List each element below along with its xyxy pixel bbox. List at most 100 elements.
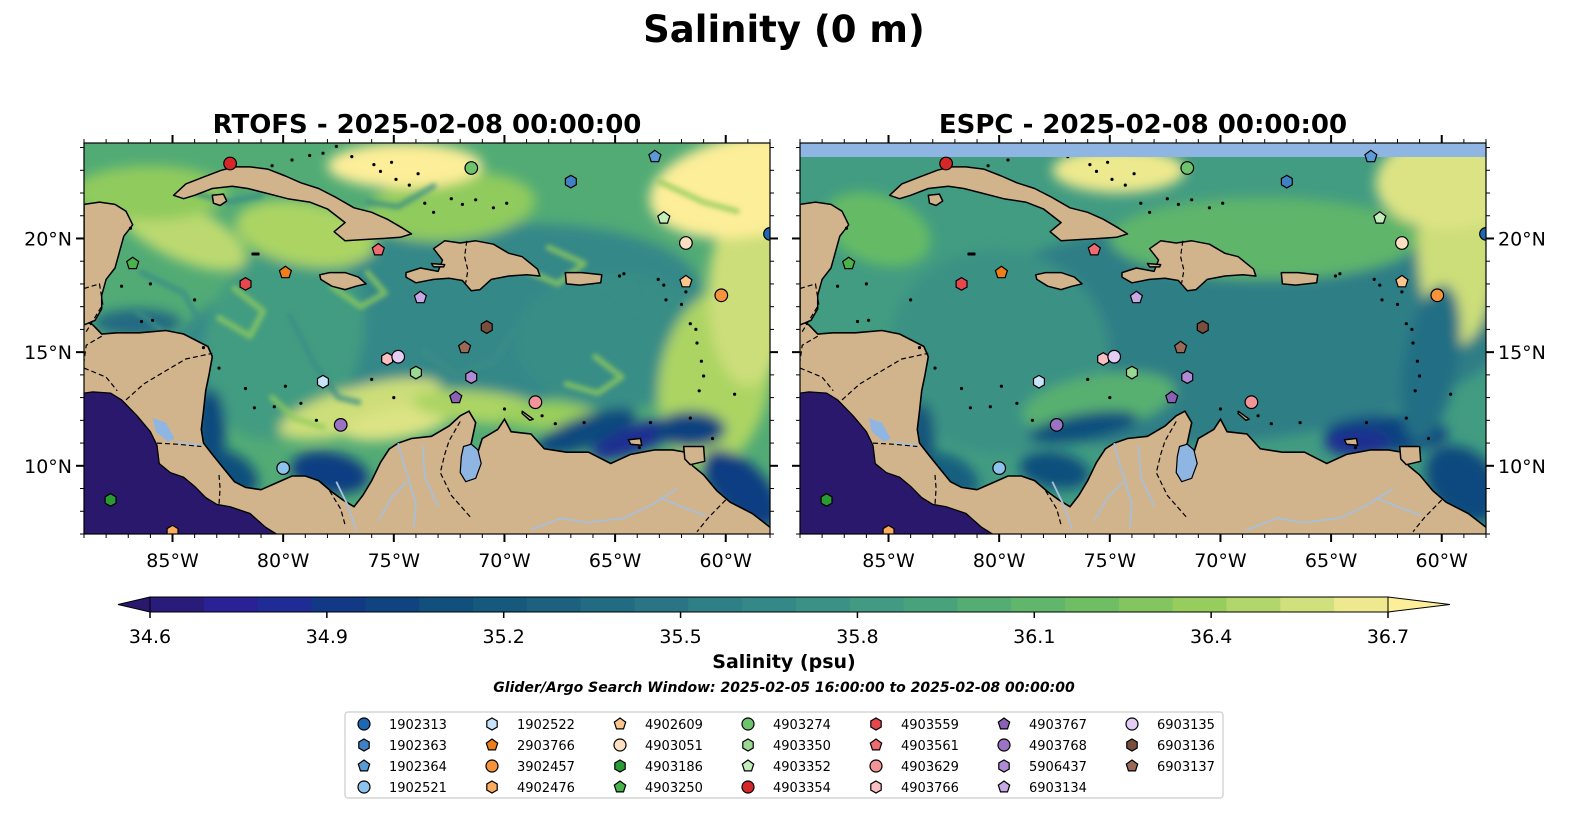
float-4902476-rtofs — [166, 524, 179, 534]
float-4903186-espc — [820, 492, 833, 507]
legend-marker-2903766 — [485, 738, 499, 751]
legend-marker-6903136 — [1126, 738, 1138, 752]
float-4903350-espc — [1125, 365, 1139, 380]
float-1902313-rtofs — [763, 227, 770, 241]
legend-label-4902609: 4902609 — [645, 718, 703, 733]
lon-tick-label: 75°W — [368, 550, 421, 572]
colorbar-tick-label: 34.9 — [306, 626, 348, 648]
colorbar-segment — [311, 597, 366, 612]
legend-marker-1902522 — [486, 717, 498, 731]
lon-tick-label: 80°W — [973, 550, 1026, 572]
float-3902457-espc — [1430, 288, 1445, 303]
colorbar-extend-min — [117, 596, 151, 613]
colorbar-segment — [1118, 597, 1174, 612]
legend-label-4903559: 4903559 — [901, 718, 959, 733]
float-1902363-rtofs — [564, 174, 577, 189]
legend-label-4903186: 4903186 — [645, 760, 703, 775]
legend-label-6903135: 6903135 — [1157, 718, 1215, 733]
legend-label-4903767: 4903767 — [1029, 718, 1087, 733]
colorbar-segment — [365, 597, 420, 612]
colorbar-segment — [1334, 597, 1389, 612]
float-4903768-espc — [1049, 418, 1064, 432]
legend-marker-1902313 — [357, 717, 371, 731]
legend-label-6903137: 6903137 — [1157, 760, 1215, 775]
colorbar-segment — [1172, 597, 1228, 612]
legend-marker-4903768 — [997, 738, 1011, 752]
float-2903766-rtofs — [278, 265, 293, 279]
lon-tick-label: 65°W — [589, 550, 642, 572]
legend-marker-4903561 — [869, 738, 883, 751]
float-6903137-espc — [1173, 340, 1188, 354]
legend-marker-1902521 — [357, 780, 371, 794]
lon-tick-label: 70°W — [1194, 550, 1247, 572]
legend-marker-4903186 — [614, 759, 626, 773]
float-4903352-espc — [1373, 210, 1387, 224]
legend-marker-6903134 — [997, 780, 1011, 793]
legend-label-1902521: 1902521 — [389, 781, 447, 796]
lon-tick-label: 60°W — [1416, 550, 1469, 572]
colorbar-segment — [419, 597, 474, 612]
float-4903051-rtofs — [679, 236, 693, 250]
colorbar-segment — [150, 597, 205, 612]
colorbar-segment — [634, 597, 689, 612]
legend-marker-6903137 — [1125, 759, 1139, 772]
lat-tick-label: 20°N — [1498, 228, 1546, 250]
float-4902609-rtofs — [679, 274, 693, 288]
colorbar-segment — [742, 597, 797, 612]
colorbar-label: Salinity (psu) — [712, 651, 855, 673]
float-4902609-espc — [1395, 274, 1409, 288]
float-4903561-rtofs — [371, 242, 386, 256]
legend-marker-4903274 — [741, 717, 755, 731]
legend-label-4903766: 4903766 — [901, 781, 959, 796]
colorbar-tick-label: 34.6 — [129, 626, 171, 648]
legend-marker-4903559 — [870, 717, 882, 731]
float-4903766-rtofs — [381, 352, 394, 366]
float-4902476-espc — [882, 524, 895, 534]
float-3902457-rtofs — [714, 288, 729, 303]
colorbar-segment — [1011, 597, 1066, 612]
lon-tick-label: 85°W — [862, 550, 915, 572]
float-5906437-rtofs — [465, 370, 478, 385]
legend-label-3902457: 3902457 — [517, 760, 575, 775]
legend-marker-4902476 — [486, 780, 498, 794]
colorbar-tick-label: 35.2 — [483, 626, 525, 648]
float-4903352-rtofs — [657, 210, 671, 224]
colorbar-tick-label: 36.4 — [1190, 626, 1232, 648]
legend-marker-4903767 — [997, 717, 1011, 730]
float-6903135-rtofs — [391, 349, 406, 364]
float-4903350-rtofs — [409, 365, 422, 380]
float-4903354-rtofs — [223, 156, 238, 171]
lat-tick-label: 15°N — [24, 342, 72, 364]
float-5906437-espc — [1181, 370, 1194, 385]
colorbar-tick-label: 35.5 — [659, 626, 701, 648]
legend-label-4903051: 4903051 — [645, 739, 703, 754]
legend-label-1902364: 1902364 — [389, 760, 447, 775]
colorbar-segment — [472, 597, 528, 612]
float-1902521-rtofs — [276, 461, 291, 476]
legend-label-4903250: 4903250 — [645, 781, 703, 796]
float-4903274-espc — [1180, 161, 1195, 175]
lon-tick-label: 60°W — [700, 550, 753, 572]
legend-marker-4903629 — [869, 759, 883, 773]
float-6903135-espc — [1107, 349, 1122, 364]
lon-tick-label: 75°W — [1084, 550, 1137, 572]
colorbar-segment — [849, 597, 905, 612]
legend-label-5906437: 5906437 — [1029, 760, 1087, 775]
colorbar-segment — [688, 597, 743, 612]
float-1902364-rtofs — [648, 149, 662, 163]
colorbar-segment — [526, 597, 582, 612]
float-6903137-rtofs — [457, 340, 472, 354]
colorbar-segment — [957, 597, 1012, 612]
lat-tick-label: 20°N — [24, 228, 72, 250]
legend-marker-4903051 — [613, 738, 627, 752]
legend-label-4903768: 4903768 — [1029, 739, 1087, 754]
float-2903766-espc — [994, 265, 1009, 279]
float-1902521-espc — [992, 461, 1007, 476]
panel-title-rtofs: RTOFS - 2025-02-08 00:00:00 — [213, 110, 642, 140]
float-6903134-espc — [1129, 290, 1144, 304]
float-4903250-rtofs — [125, 256, 140, 270]
float-6903134-rtofs — [413, 290, 428, 304]
float-4903186-rtofs — [104, 492, 117, 507]
float-4903629-espc — [1244, 395, 1259, 410]
